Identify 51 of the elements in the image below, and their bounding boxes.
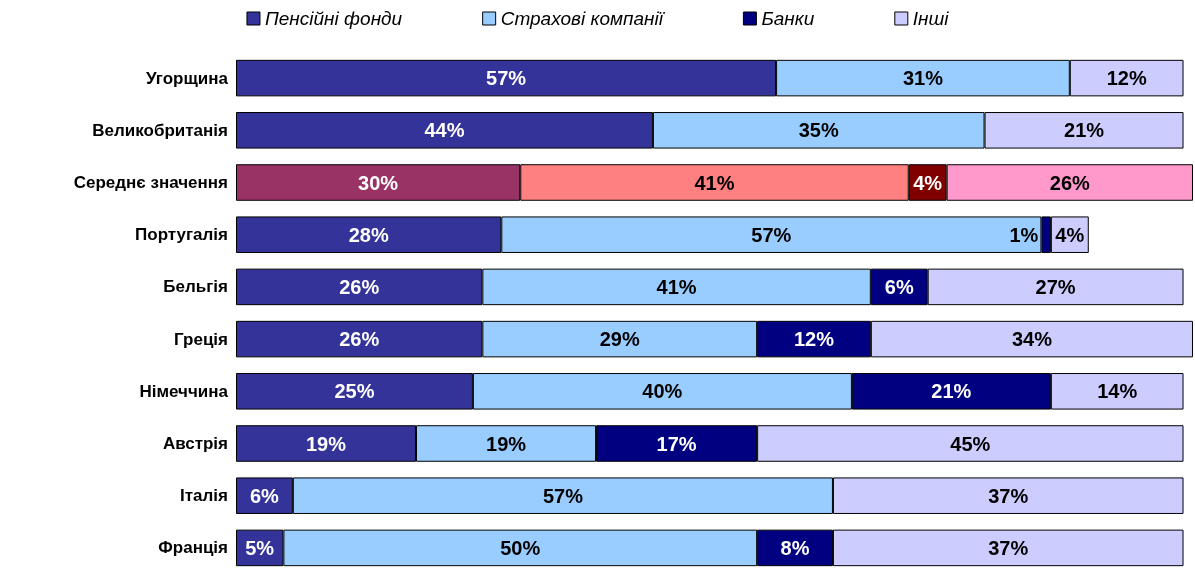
data-label: 35% [798, 119, 839, 142]
data-label: 6% [249, 484, 280, 507]
data-label: 31% [902, 67, 944, 90]
legend-label: Банки [761, 8, 815, 29]
data-label: 37% [988, 536, 1029, 559]
legend-label: Пенсійні фонди [264, 8, 403, 29]
data-label: 25% [334, 380, 375, 403]
data-label: 17% [656, 432, 697, 455]
y-tick-label: Австрія [162, 434, 228, 453]
data-label: 6% [884, 275, 914, 298]
y-tick-label: Греція [174, 329, 228, 349]
data-label: 57% [486, 67, 527, 90]
data-label: 28% [348, 223, 389, 246]
data-label: 57% [542, 484, 584, 507]
data-label: 44% [424, 119, 465, 142]
data-label: 57% [751, 223, 792, 246]
data-label: 12% [1106, 67, 1147, 90]
y-tick-label: Угорщина [145, 68, 229, 88]
y-tick-label: Середнє значення [73, 173, 228, 192]
data-label: 29% [599, 328, 640, 351]
y-tick-label: Великобританія [92, 120, 228, 140]
data-label: 5% [245, 536, 275, 559]
y-tick-label: Німеччина [139, 381, 229, 401]
data-label: 45% [950, 432, 991, 455]
y-tick-label: Португалія [135, 225, 228, 245]
y-tick-label: Італія [180, 486, 228, 506]
data-label: 50% [500, 536, 541, 559]
data-label: 21% [931, 380, 972, 403]
data-label: 26% [339, 328, 380, 351]
data-label: 14% [1097, 380, 1138, 403]
data-label: 27% [1035, 275, 1076, 298]
data-label: 12% [793, 328, 835, 351]
y-tick-label: Франція [158, 538, 228, 558]
data-label: 1% [1009, 223, 1039, 246]
legend-label: Страхові компанії [500, 8, 666, 29]
data-label: 41% [694, 171, 735, 194]
data-label: 8% [780, 536, 810, 559]
data-label: 19% [306, 432, 347, 455]
data-label: 26% [339, 275, 380, 298]
data-label: 21% [1064, 119, 1105, 142]
data-label: 19% [486, 432, 527, 455]
data-label: 4% [1055, 223, 1085, 246]
data-label: 41% [656, 275, 697, 298]
data-label: 34% [1011, 328, 1053, 351]
data-label: 4% [913, 171, 943, 194]
data-label: 30% [358, 171, 399, 194]
y-tick-label: Бельгія [163, 277, 228, 297]
data-label: 26% [1049, 171, 1091, 194]
data-label: 40% [642, 380, 683, 403]
data-label: 37% [988, 484, 1029, 507]
legend-label: Інші [912, 8, 950, 29]
